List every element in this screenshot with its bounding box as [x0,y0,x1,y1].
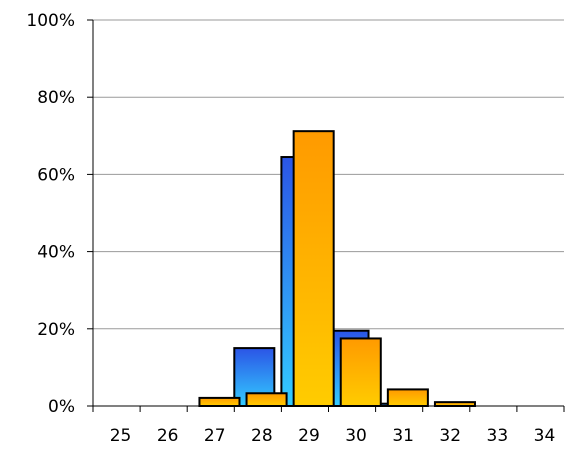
tick-labels: 0% 20% 40% 60% 80% 100% 25 26 27 28 29 30 31 32 33 34 [26,11,555,446]
y-tick-label: 0% [48,397,75,417]
y-tick-label: 40% [37,243,75,263]
x-tick-label: 27 [204,426,226,446]
bar-series-1-31 [386,388,429,408]
y-tick-label: 80% [37,88,75,108]
bar-series-1-28 [245,392,288,407]
x-tick-label: 30 [345,426,367,446]
y-tick-label: 60% [37,165,75,185]
x-tick-label: 33 [487,426,509,446]
bars [198,130,476,408]
bar-series-1-32 [433,401,476,408]
x-tick-label: 25 [110,426,132,446]
x-tick-label: 32 [439,426,461,446]
x-tick-label: 26 [157,426,179,446]
bar-series-1-30 [339,337,382,408]
y-tick-label: 100% [26,11,75,31]
bar-series-1-29 [292,130,335,407]
bar-series-1-27 [198,396,241,408]
x-tick-label: 31 [392,426,414,446]
x-tick-label: 29 [298,426,320,446]
x-tick-label: 34 [534,426,556,446]
x-tick-label: 28 [251,426,273,446]
y-tick-label: 20% [37,320,75,340]
